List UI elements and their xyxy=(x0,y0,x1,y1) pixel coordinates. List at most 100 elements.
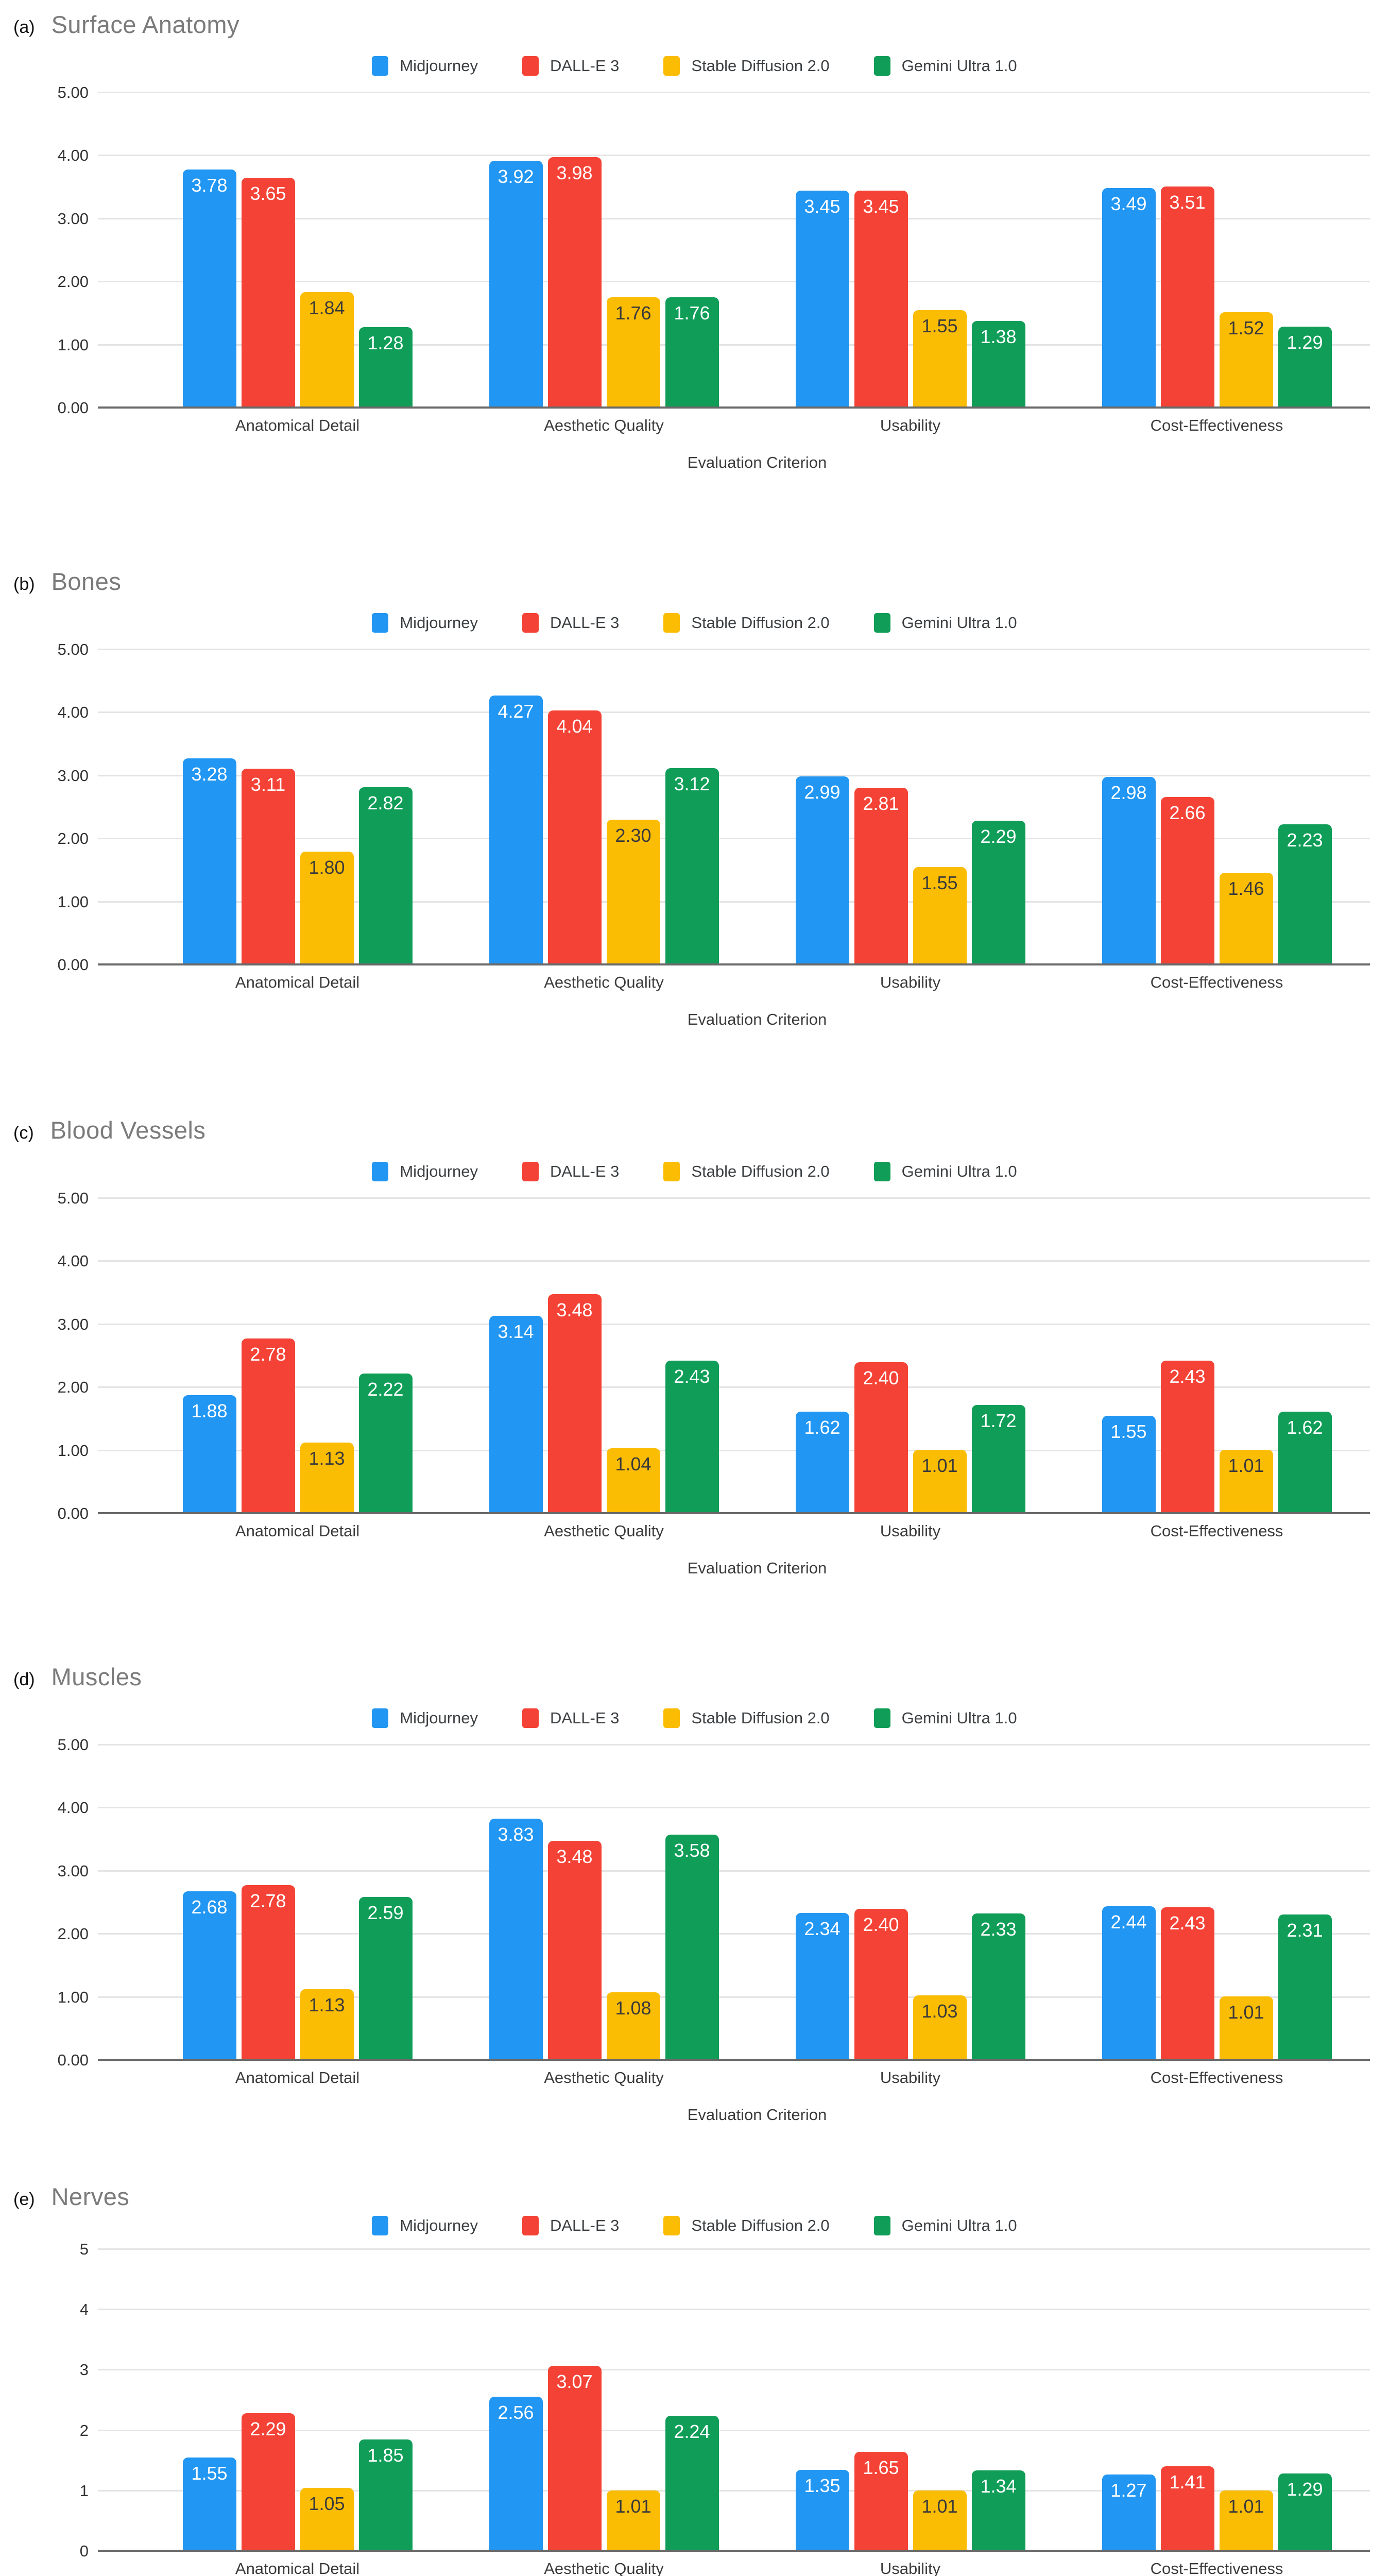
bar-value-label: 2.30 xyxy=(615,825,651,846)
bar-gemini-ultra-1-0: 2.22 xyxy=(358,1374,413,1514)
legend-swatch-icon xyxy=(663,613,680,633)
bar-value-label: 3.12 xyxy=(674,773,710,795)
bar-value-label: 2.82 xyxy=(367,792,404,814)
gridline xyxy=(98,711,1370,714)
y-tick-label: 4.00 xyxy=(57,146,89,165)
bar-value-label: 3.45 xyxy=(804,195,841,217)
gridline xyxy=(98,2429,1370,2431)
bar-gemini-ultra-1-0: 1.72 xyxy=(971,1405,1025,1514)
legend-item: Midjourney xyxy=(372,2216,478,2235)
y-tick-label: 2.00 xyxy=(57,1378,89,1397)
bar-value-label: 3.65 xyxy=(250,183,286,205)
bar-value-label: 2.44 xyxy=(1110,1911,1147,1933)
chart-header: (c) Blood Vessels xyxy=(0,1116,1389,1145)
bar-value-label: 4.04 xyxy=(556,715,593,737)
bar-value-label: 2.98 xyxy=(1110,782,1147,804)
legend-swatch-icon xyxy=(522,1162,539,1181)
legend-item: Stable Diffusion 2.0 xyxy=(663,56,830,76)
bars-area: 3.78 3.65 1.84 1.28 3.92 3.98 1.76 1.76 3.45 3.45… xyxy=(144,93,1370,408)
gridline xyxy=(98,774,1370,776)
legend-label: DALL-E 3 xyxy=(550,2216,620,2234)
bar-group: 3.78 3.65 1.84 1.28 xyxy=(144,93,451,408)
bar-value-label: 3.48 xyxy=(556,1846,593,1868)
legend-item: Stable Diffusion 2.0 xyxy=(663,2216,830,2235)
bar-value-label: 2.59 xyxy=(367,1902,404,1923)
bar-dall-e-3: 2.78 xyxy=(241,1885,295,2060)
legend-label: Gemini Ultra 1.0 xyxy=(901,614,1017,632)
bar-gemini-ultra-1-0: 1.85 xyxy=(358,2439,413,2551)
y-tick-label: 4.00 xyxy=(57,703,89,722)
bar-value-label: 2.43 xyxy=(1169,1912,1206,1934)
bars-area: 1.88 2.78 1.13 2.22 3.14 3.48 1.04 2.43 1.62 2.40… xyxy=(144,1198,1370,1514)
x-axis-baseline xyxy=(98,1512,1370,1514)
bar-stable-diffusion-2-0: 1.46 xyxy=(1219,873,1273,965)
legend-swatch-icon xyxy=(873,613,890,633)
bar-value-label: 3.48 xyxy=(556,1299,593,1321)
bar-midjourney: 2.98 xyxy=(1102,777,1156,965)
bar-value-label: 1.88 xyxy=(191,1400,228,1421)
bar-group: 3.45 3.45 1.55 1.38 xyxy=(757,93,1064,408)
bar-stable-diffusion-2-0: 1.01 xyxy=(1219,2490,1273,2551)
bar-stable-diffusion-2-0: 1.08 xyxy=(606,1992,660,2060)
x-category-label: Anatomical Detail xyxy=(235,416,360,434)
legend-swatch-icon xyxy=(372,1162,389,1181)
bar-stable-diffusion-2-0: 1.84 xyxy=(300,292,354,408)
bar-midjourney: 2.34 xyxy=(795,1912,849,2060)
bar-group: 2.44 2.43 1.01 2.31 xyxy=(1064,1745,1370,2060)
chart-header: (b) Bones xyxy=(0,567,1389,596)
bar-value-label: 3.28 xyxy=(191,763,228,785)
legend-label: Gemini Ultra 1.0 xyxy=(901,1162,1017,1180)
bar-group: 1.55 2.43 1.01 1.62 xyxy=(1064,1198,1370,1514)
bar-midjourney: 2.68 xyxy=(182,1891,236,2060)
y-tick-label: 1 xyxy=(79,2481,89,2500)
gridline xyxy=(98,92,1370,93)
bar-gemini-ultra-1-0: 2.31 xyxy=(1278,1914,1332,2060)
bar-value-label: 2.40 xyxy=(863,1914,899,1936)
bar-value-label: 1.01 xyxy=(1228,1455,1264,1477)
bar-value-label: 1.55 xyxy=(191,2463,228,2484)
legend-swatch-icon xyxy=(522,2216,539,2235)
x-category-label: Aesthetic Quality xyxy=(544,2560,664,2576)
bar-value-label: 1.01 xyxy=(1228,2495,1264,2517)
legend-item: Midjourney xyxy=(372,56,478,76)
bar-dall-e-3: 2.40 xyxy=(854,1909,908,2060)
legend-label: Midjourney xyxy=(400,614,478,632)
gridline xyxy=(98,1323,1370,1325)
panel-label: (e) xyxy=(13,2190,35,2209)
x-category-label: Usability xyxy=(880,2069,941,2087)
bar-group: 2.98 2.66 1.46 2.23 xyxy=(1064,650,1370,965)
bars-area: 2.68 2.78 1.13 2.59 3.83 3.48 1.08 3.58 2.34 2.40… xyxy=(144,1745,1370,2060)
bar-value-label: 1.41 xyxy=(1169,2471,1206,2493)
plot-area: 0.00 1.00 2.00 3.00 4.00 5.00 2.68 2.78 1.13 2.59… xyxy=(58,1736,1370,2069)
bar-dall-e-3: 3.11 xyxy=(241,769,295,965)
x-axis-baseline xyxy=(98,406,1370,409)
bar-gemini-ultra-1-0: 2.23 xyxy=(1278,824,1332,965)
legend-item: Stable Diffusion 2.0 xyxy=(663,1162,830,1181)
chart-b: (b) Bones Midjourney DALL-E 3 Stable Diffusi… xyxy=(0,557,1389,1106)
gridline xyxy=(98,649,1370,650)
bar-value-label: 2.29 xyxy=(250,2418,286,2439)
legend-label: DALL-E 3 xyxy=(550,1709,620,1727)
bar-value-label: 1.72 xyxy=(980,1410,1017,1432)
bar-value-label: 1.34 xyxy=(980,2475,1017,2497)
y-tick-label: 2.00 xyxy=(57,829,89,848)
bar-value-label: 2.33 xyxy=(980,1918,1017,1940)
bar-value-label: 2.43 xyxy=(1169,1365,1206,1387)
legend-swatch-icon xyxy=(372,2216,389,2235)
bar-value-label: 2.40 xyxy=(863,1367,899,1389)
bar-stable-diffusion-2-0: 1.76 xyxy=(606,297,660,408)
chart-header: (a) Surface Anatomy xyxy=(0,10,1389,39)
bar-midjourney: 1.62 xyxy=(795,1411,849,1514)
bar-dall-e-3: 3.65 xyxy=(241,178,295,408)
bar-midjourney: 3.49 xyxy=(1102,188,1156,408)
bar-group: 3.83 3.48 1.08 3.58 xyxy=(451,1745,757,2060)
y-tick-label: 1.00 xyxy=(57,892,89,911)
x-axis-baseline xyxy=(98,2550,1370,2552)
legend-label: Stable Diffusion 2.0 xyxy=(691,1162,830,1180)
bar-stable-diffusion-2-0: 1.01 xyxy=(606,2490,660,2551)
chart-header: (d) Muscles xyxy=(0,1663,1389,1691)
x-category-label: Aesthetic Quality xyxy=(544,2069,664,2087)
bar-value-label: 4.27 xyxy=(498,701,534,722)
legend-label: Midjourney xyxy=(400,2216,478,2234)
bar-group: 3.14 3.48 1.04 2.43 xyxy=(451,1198,757,1514)
